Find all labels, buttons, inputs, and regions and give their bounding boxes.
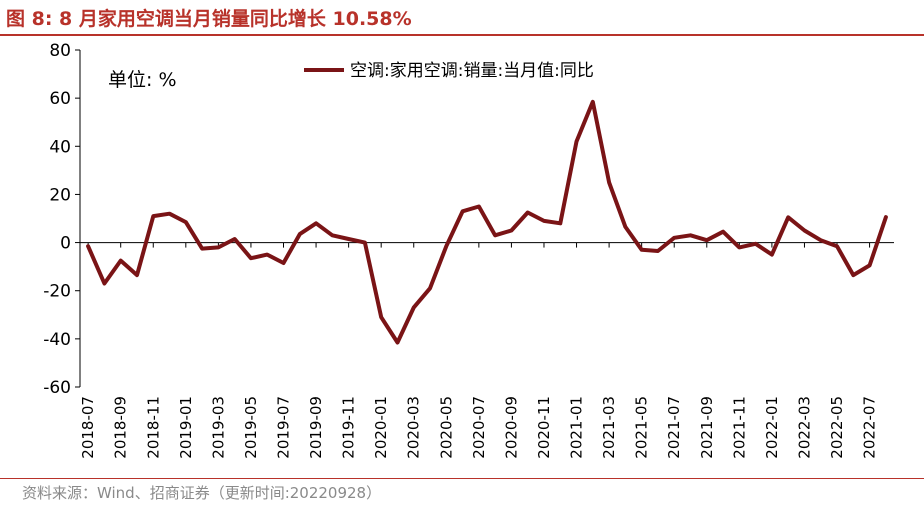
x-tick-label: 2019-07: [275, 396, 293, 459]
x-tick-label: 2021-09: [698, 396, 716, 459]
x-tick-label: 2022-01: [763, 396, 781, 459]
x-tick-label: 2018-07: [79, 396, 97, 459]
unit-label: 单位: %: [108, 69, 177, 91]
x-tick-label: 2020-09: [502, 396, 520, 459]
x-tick-label: 2019-11: [340, 396, 358, 459]
y-tick-label: 0: [60, 234, 71, 254]
source-note: 资料来源：Wind、招商证券（更新时间:20220928）: [22, 484, 382, 502]
x-tick-label: 2022-07: [861, 396, 879, 459]
y-tick-label: 40: [49, 137, 71, 157]
x-tick-label: 2018-11: [144, 396, 162, 459]
y-tick-label: 60: [49, 89, 71, 109]
title-divider: [0, 34, 924, 36]
line-chart: 80 60 40 20 0 -20 -40 -60 2018-07 2018-09 2018-11…: [43, 41, 894, 459]
legend: 空调:家用空调:销量:当月值:同比: [304, 61, 594, 81]
y-tick-label: -20: [43, 282, 71, 302]
x-tick-label: 2019-01: [177, 396, 195, 459]
legend-label: 空调:家用空调:销量:当月值:同比: [350, 61, 594, 81]
y-tick-label: 20: [49, 185, 71, 205]
x-axis-ticks: 2018-07 2018-09 2018-11 2019-01 2019-03 2019-…: [79, 242, 879, 459]
chart-axes: [79, 50, 894, 387]
x-tick-label: 2020-11: [535, 396, 553, 459]
y-axis-ticks: 80 60 40 20 0 -20 -40 -60: [43, 41, 80, 398]
series-line: [86, 99, 888, 345]
x-tick-label: 2019-03: [209, 396, 227, 459]
x-tick-label: 2021-07: [665, 396, 683, 459]
x-tick-label: 2022-05: [828, 396, 846, 459]
x-tick-label: 2021-05: [633, 396, 651, 459]
x-tick-label: 2020-05: [437, 396, 455, 459]
x-tick-label: 2020-03: [405, 396, 423, 459]
x-tick-label: 2021-03: [600, 396, 618, 459]
figure-title: 图 8: 8 月家用空调当月销量同比增长 10.58%: [6, 8, 412, 30]
footer-divider: [0, 478, 924, 479]
x-tick-label: 2018-09: [112, 396, 130, 459]
series-layer: [86, 99, 888, 345]
x-tick-label: 2019-05: [242, 396, 260, 459]
x-tick-label: 2022-03: [795, 396, 813, 459]
x-tick-label: 2019-09: [307, 396, 325, 459]
y-tick-label: -40: [43, 330, 71, 350]
x-tick-label: 2020-01: [372, 396, 390, 459]
x-tick-label: 2020-07: [470, 396, 488, 459]
x-tick-label: 2021-11: [730, 396, 748, 459]
y-tick-label: -60: [43, 378, 71, 398]
y-tick-label: 80: [49, 41, 71, 61]
x-tick-label: 2021-01: [568, 396, 586, 459]
